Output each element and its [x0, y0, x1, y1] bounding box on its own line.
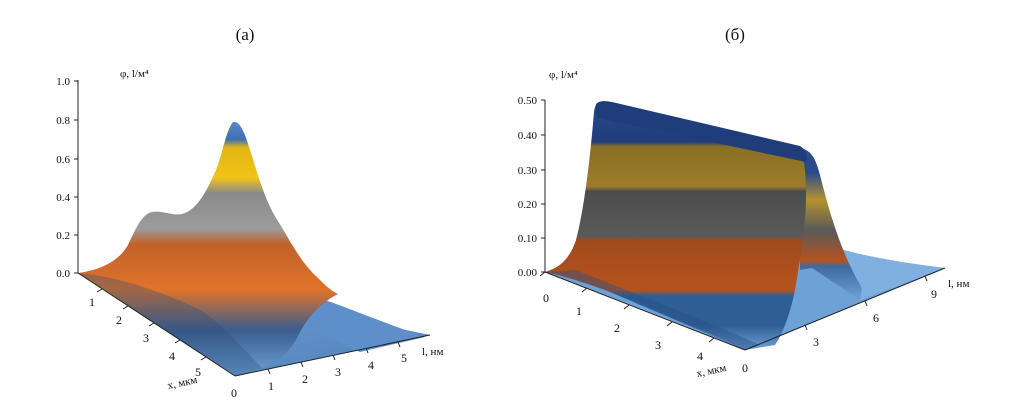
panel-a-x-tick-label: 1 — [89, 295, 95, 309]
panel-b-l-tick-label: 3 — [813, 335, 819, 349]
panel-b-z-tick-label: 0.50 — [518, 95, 538, 107]
panel-a-l-tick-label: 4 — [368, 358, 374, 372]
panel-a-x-ticks: 1 2 3 4 5 — [89, 288, 207, 379]
panel-b-surface-top — [595, 101, 807, 162]
panel-b-x-origin: 0 — [742, 361, 748, 375]
panel-a-z-tick-label: 0.8 — [56, 115, 70, 127]
panel-b-x-tick-label: 0 — [543, 291, 549, 305]
panel-b-x-label: x, мкм — [695, 362, 727, 380]
panel-a-z-ticks: 0.0 0.2 0.4 0.6 0.8 1.0 — [56, 76, 78, 280]
panel-a-l-axis — [234, 334, 431, 377]
panel-a-l-label: l, нм — [422, 346, 443, 358]
panel-b-l-tick-label: 6 — [873, 311, 879, 325]
panel-a-z-tick-label: 1.0 — [56, 76, 70, 88]
panel-b-x-axis — [544, 271, 746, 351]
panel-a-x-tick-label: 4 — [169, 349, 175, 363]
panel-a-x-tick-label: 3 — [143, 331, 149, 345]
panel-b-z-tick-label: 0.00 — [518, 267, 538, 279]
panel-b-x-tick-label: 1 — [576, 304, 582, 318]
panel-a-z-tick-label: 0.0 — [56, 268, 70, 280]
panel-a-l-tick-label: 5 — [401, 351, 407, 365]
panel-b-surface-side — [800, 148, 862, 300]
panel-b-x-tick-label: 2 — [614, 321, 620, 335]
panel-b-z-tick-label: 0.30 — [518, 165, 538, 177]
panel-a-surface-shade — [78, 273, 262, 376]
panel-a-z-tick-label: 0.6 — [56, 154, 70, 166]
panel-b-x-tick-label: 3 — [655, 338, 661, 352]
panel-b-x-ticks: 0 1 2 3 4 — [539, 271, 715, 363]
panel-a-z-label: φ, l/м⁴ — [120, 68, 149, 80]
panel-a-surface — [78, 121, 338, 377]
panel-a-l-tick-label: 3 — [335, 365, 341, 379]
panel-a-z-tick-label: 0.4 — [56, 192, 70, 204]
panel-a-x-axis — [77, 272, 236, 377]
panel-b-z-tick-label: 0.20 — [518, 199, 538, 211]
panel-b-z-tick-label: 0.10 — [518, 233, 538, 245]
panel-a-label: (а) — [236, 25, 255, 44]
panel-b-l-ticks: 3 6 9 — [804, 275, 937, 349]
panel-a-l-ticks: 1 2 3 4 5 — [267, 341, 407, 393]
panel-b-surface-front — [545, 102, 806, 350]
panel-b-l-tick-label: 9 — [931, 287, 937, 301]
panel-b-x-tick-label: 4 — [697, 349, 703, 363]
panel-a-l-tick-label: 2 — [302, 372, 308, 386]
panel-b: (б) φ, l/м⁴ 0.00 0.10 0.20 0.30 0.40 0.5… — [518, 25, 970, 380]
panel-b-label: (б) — [725, 25, 745, 44]
panel-b-z-label: φ, l/м⁴ — [549, 69, 578, 81]
panel-a-z-tick-label: 0.2 — [56, 230, 70, 242]
panel-b-l-axis — [744, 267, 946, 351]
panel-b-surface-shade — [545, 270, 760, 350]
panel-b-l-label: l, нм — [948, 278, 969, 290]
panel-a-x-tick-label: 2 — [116, 313, 122, 327]
panel-b-z-ticks: 0.00 0.10 0.20 0.30 0.40 0.50 — [518, 95, 545, 279]
panel-a: (а) φ, l/м⁴ 0.0 0.2 0.4 0.6 0.8 1.0 — [56, 25, 443, 400]
panel-a-x-origin: 0 — [231, 386, 237, 400]
panel-b-z-tick-label: 0.40 — [518, 130, 538, 142]
panel-a-x-label: x, мкм — [166, 374, 198, 392]
panel-a-l-tick-label: 1 — [268, 379, 274, 393]
panel-a-x-tick-label: 5 — [195, 365, 201, 379]
